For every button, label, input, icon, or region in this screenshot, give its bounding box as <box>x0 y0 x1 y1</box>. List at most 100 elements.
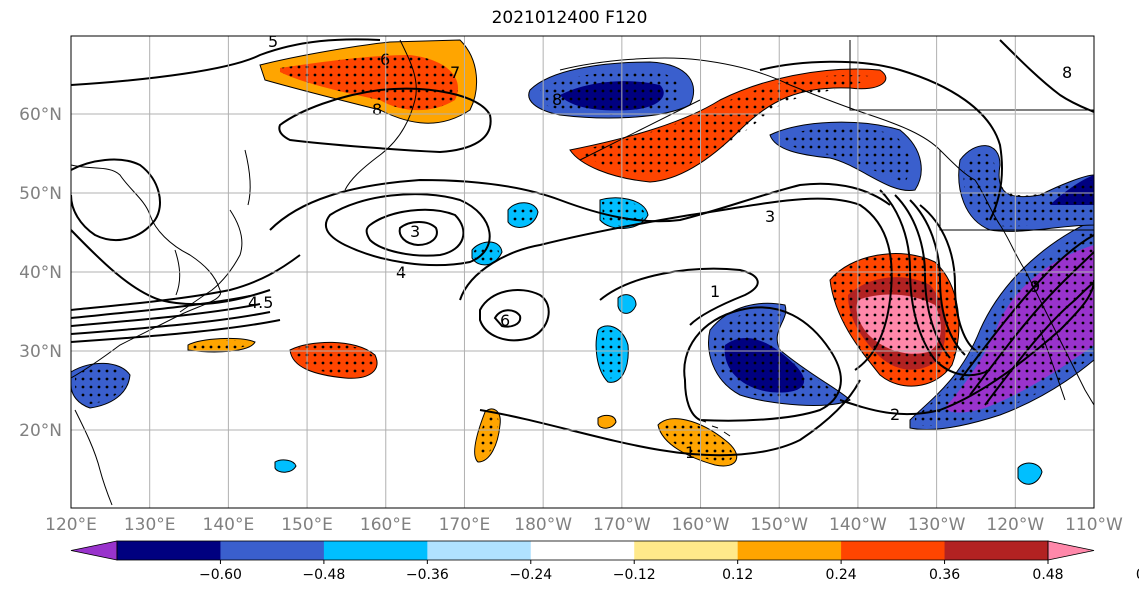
coastline-philippines <box>74 409 113 506</box>
contour-line <box>71 303 261 327</box>
colorbar-tick-label: 0.24 <box>826 567 857 583</box>
lon-tick-label: 150°W <box>750 515 808 535</box>
lon-tick-label: 160°E <box>360 515 412 535</box>
contour-line <box>71 229 271 306</box>
colorbar: −0.60 −0.48 −0.36 −0.24 −0.12 0.12 0.24 0.36 0.4… <box>70 540 1139 583</box>
coastline-sakhalin <box>244 149 251 206</box>
contour-label: 8 <box>372 100 382 119</box>
contour-label: 5 <box>268 32 278 51</box>
lon-tick-label: 170°W <box>593 515 651 535</box>
cold-anomaly-tropical-2 <box>1017 462 1043 485</box>
colorbar-segment <box>841 541 946 560</box>
lon-tick-label: 120°E <box>45 515 97 535</box>
contour-line <box>479 379 861 457</box>
colorbar-tick-label: 0.36 <box>929 567 960 583</box>
contour-line <box>959 234 1094 381</box>
contour-label: 1 <box>710 282 720 301</box>
colorbar-segment <box>944 541 1049 560</box>
us-border <box>939 150 1094 231</box>
colorbar-tick-label: 0.60 <box>1136 567 1139 583</box>
lat-tick-label: 30°N <box>19 342 62 362</box>
coastline-asia <box>71 164 222 379</box>
colorbar-tick-label: −0.36 <box>406 567 449 583</box>
lon-tick-label: 180°W <box>514 515 572 535</box>
contour-label: 1 <box>685 443 695 462</box>
contour-line <box>599 267 759 326</box>
contour-label: 4.5 <box>248 293 273 312</box>
lon-tick-label: 160°W <box>672 515 730 535</box>
colorbar-tick-label: −0.60 <box>199 567 242 583</box>
colorbar-segment <box>220 541 325 560</box>
cold-anomaly-small-4 <box>617 294 637 314</box>
contour-label: 8 <box>552 90 562 109</box>
contour-line <box>365 208 465 257</box>
coastline-baja <box>1039 329 1066 401</box>
coastline-aleutians <box>579 99 701 161</box>
colorbar-segment <box>117 541 221 560</box>
contour-line <box>278 87 492 154</box>
coastlines <box>71 39 1094 506</box>
colorbar-tick-label: 0.12 <box>722 567 753 583</box>
contour-line <box>459 197 893 371</box>
coastline-kamchatka <box>344 39 417 191</box>
contour-line <box>71 38 381 86</box>
longitude-axis: 120°E 130°E 140°E 150°E 160°E 170°E 180°W 170°W… <box>45 515 1123 535</box>
contour-label: 7 <box>450 63 460 82</box>
contour-label: 8 <box>1062 63 1072 82</box>
colorbar-segment <box>737 541 842 560</box>
contour-line <box>969 251 1094 396</box>
contour-label: 6 <box>500 311 510 330</box>
cold-anomaly-tropical-1 <box>274 459 297 473</box>
lat-tick-label: 20°N <box>19 421 62 441</box>
contour-line <box>984 281 1094 406</box>
contour-label: 3 <box>410 222 420 241</box>
lon-tick-label: 110°W <box>1065 515 1123 535</box>
contour-line <box>398 221 438 247</box>
contour-line <box>71 158 161 241</box>
lon-tick-label: 120°W <box>986 515 1044 535</box>
contour-label-group: 5 6 7 8 8 3 4 4.5 6 3 1 2 1 8 9 <box>248 32 1072 462</box>
colorbar-frame <box>116 540 1049 561</box>
colorbar-extend-min <box>70 540 118 561</box>
lat-tick-label: 60°N <box>19 105 62 125</box>
contour-lines <box>71 38 1094 457</box>
warm-anomaly-tropical-3 <box>597 414 617 429</box>
contour-label: 2 <box>890 405 900 424</box>
contour-line <box>71 311 271 335</box>
contour-line <box>479 289 550 342</box>
colorbar-tick-label: −0.12 <box>613 567 656 583</box>
contour-line <box>71 295 251 319</box>
lon-tick-label: 130°E <box>124 515 176 535</box>
lat-tick-label: 40°N <box>19 263 62 283</box>
coastline-north-america <box>974 179 1094 406</box>
gridlines <box>71 36 1094 508</box>
colorbar-tick-label: 0.48 <box>1032 567 1063 583</box>
colorbar-segment <box>634 541 739 560</box>
lon-tick-label: 140°W <box>829 515 887 535</box>
lon-tick-label: 170°E <box>439 515 491 535</box>
contour-line <box>999 39 1094 113</box>
colorbar-segment <box>530 541 635 560</box>
contour-line <box>894 194 951 359</box>
colorbar-segment <box>323 541 428 560</box>
contour-line <box>493 309 522 328</box>
contour-line <box>269 178 891 231</box>
contour-line <box>879 189 991 377</box>
colorbar-segment <box>427 541 532 560</box>
lon-tick-label: 130°W <box>908 515 966 535</box>
colorbar-tick-label: −0.48 <box>302 567 345 583</box>
colorbar-extend-max <box>1047 540 1095 561</box>
contour-line <box>759 60 1003 221</box>
contour-line <box>71 254 301 311</box>
lat-tick-label: 50°N <box>19 184 62 204</box>
contour-line <box>839 279 1094 416</box>
contour-line <box>919 204 979 353</box>
canada-border <box>849 40 1094 111</box>
map-title: 2021012400 F120 <box>491 8 648 28</box>
contour-label: 9 <box>1030 277 1040 296</box>
contour-line <box>324 193 491 267</box>
lon-tick-label: 150°E <box>281 515 333 535</box>
contour-label: 6 <box>380 50 390 69</box>
contour-label: 3 <box>765 207 775 226</box>
